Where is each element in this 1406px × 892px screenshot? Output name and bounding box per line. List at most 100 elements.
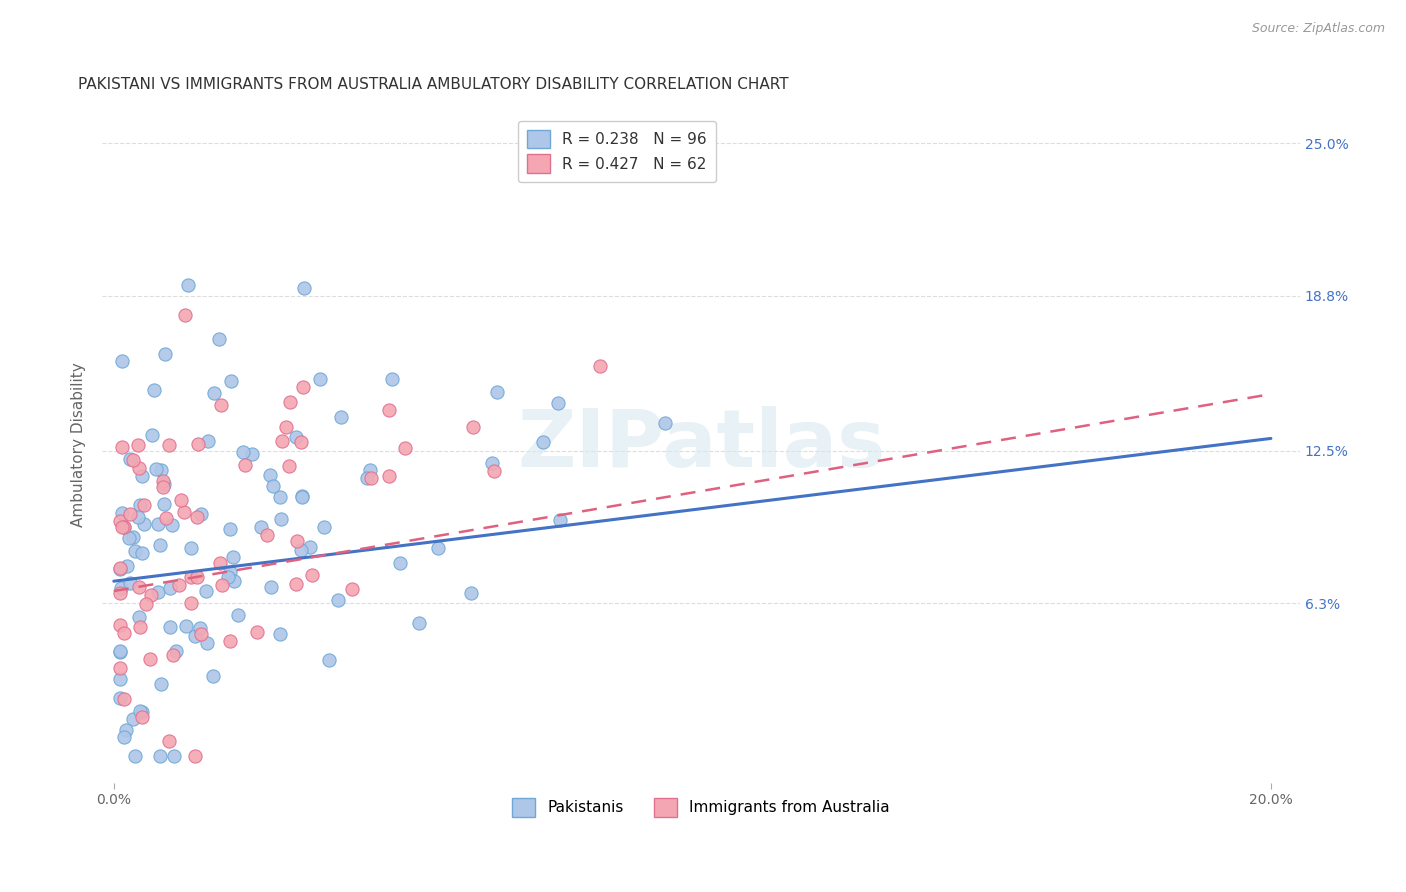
Point — [108, 661, 131, 675]
Point — [277, 458, 299, 473]
Point — [141, 427, 163, 442]
Point — [292, 380, 315, 394]
Point — [291, 489, 314, 503]
Point — [118, 531, 141, 545]
Point — [135, 597, 157, 611]
Point — [180, 597, 202, 611]
Point — [278, 395, 301, 409]
Point — [359, 463, 381, 477]
Point — [131, 705, 153, 719]
Point — [112, 730, 135, 744]
Point — [548, 513, 571, 527]
Point — [108, 645, 131, 659]
Point — [197, 434, 219, 448]
Point — [378, 469, 401, 483]
Point — [378, 402, 401, 417]
Point — [118, 451, 141, 466]
Point — [209, 557, 232, 571]
Point — [108, 560, 131, 574]
Point — [224, 574, 246, 589]
Point — [380, 372, 402, 386]
Point — [115, 559, 138, 574]
Point — [274, 420, 297, 434]
Point — [111, 440, 134, 454]
Point — [131, 545, 153, 559]
Point — [120, 576, 142, 591]
Point — [112, 625, 135, 640]
Point — [155, 510, 177, 524]
Point — [146, 584, 169, 599]
Point — [290, 490, 312, 504]
Point — [146, 517, 169, 532]
Point — [112, 692, 135, 706]
Y-axis label: Ambulatory Disability: Ambulatory Disability — [72, 362, 86, 527]
Legend: Pakistanis, Immigrants from Australia: Pakistanis, Immigrants from Australia — [506, 792, 896, 822]
Point — [209, 398, 232, 412]
Point — [270, 434, 292, 449]
Point — [134, 516, 156, 531]
Point — [128, 610, 150, 624]
Point — [122, 530, 145, 544]
Point — [256, 528, 278, 542]
Point — [284, 577, 307, 591]
Point — [328, 593, 350, 607]
Point — [233, 458, 256, 473]
Point — [232, 445, 254, 459]
Point — [111, 506, 134, 520]
Point — [149, 538, 172, 552]
Point — [114, 723, 136, 738]
Point — [127, 510, 149, 524]
Point — [194, 583, 217, 598]
Point — [190, 627, 212, 641]
Point — [118, 507, 141, 521]
Point — [204, 385, 226, 400]
Point — [176, 277, 198, 292]
Point — [139, 652, 162, 666]
Point — [246, 624, 269, 639]
Point — [482, 463, 505, 477]
Point — [270, 512, 292, 526]
Point — [132, 498, 155, 512]
Point — [460, 585, 482, 599]
Point — [259, 580, 281, 594]
Point — [153, 497, 176, 511]
Text: PAKISTANI VS IMMIGRANTS FROM AUSTRALIA AMBULATORY DISABILITY CORRELATION CHART: PAKISTANI VS IMMIGRANTS FROM AUSTRALIA A… — [79, 78, 789, 93]
Point — [463, 420, 485, 434]
Point — [217, 570, 239, 584]
Point — [159, 619, 181, 633]
Point — [108, 672, 131, 686]
Point — [654, 416, 676, 430]
Point — [340, 582, 363, 597]
Point — [128, 580, 150, 594]
Point — [128, 498, 150, 512]
Point — [292, 281, 315, 295]
Point — [290, 543, 312, 558]
Point — [309, 372, 332, 386]
Point — [111, 354, 134, 368]
Point — [128, 704, 150, 718]
Point — [180, 570, 202, 584]
Point — [262, 479, 284, 493]
Point — [284, 430, 307, 444]
Point — [112, 519, 135, 533]
Point — [162, 648, 184, 662]
Point — [150, 676, 173, 690]
Point — [211, 577, 233, 591]
Point — [485, 384, 508, 399]
Point — [208, 332, 231, 346]
Point — [108, 644, 131, 658]
Point — [122, 712, 145, 726]
Point — [108, 561, 131, 575]
Point — [394, 441, 416, 455]
Point — [589, 359, 612, 373]
Point — [427, 541, 450, 555]
Point — [226, 608, 249, 623]
Point — [298, 541, 321, 555]
Point — [150, 463, 173, 477]
Point — [259, 467, 281, 482]
Point — [152, 474, 174, 488]
Point — [240, 447, 263, 461]
Text: Source: ZipAtlas.com: Source: ZipAtlas.com — [1251, 22, 1385, 36]
Point — [167, 578, 190, 592]
Point — [408, 616, 430, 631]
